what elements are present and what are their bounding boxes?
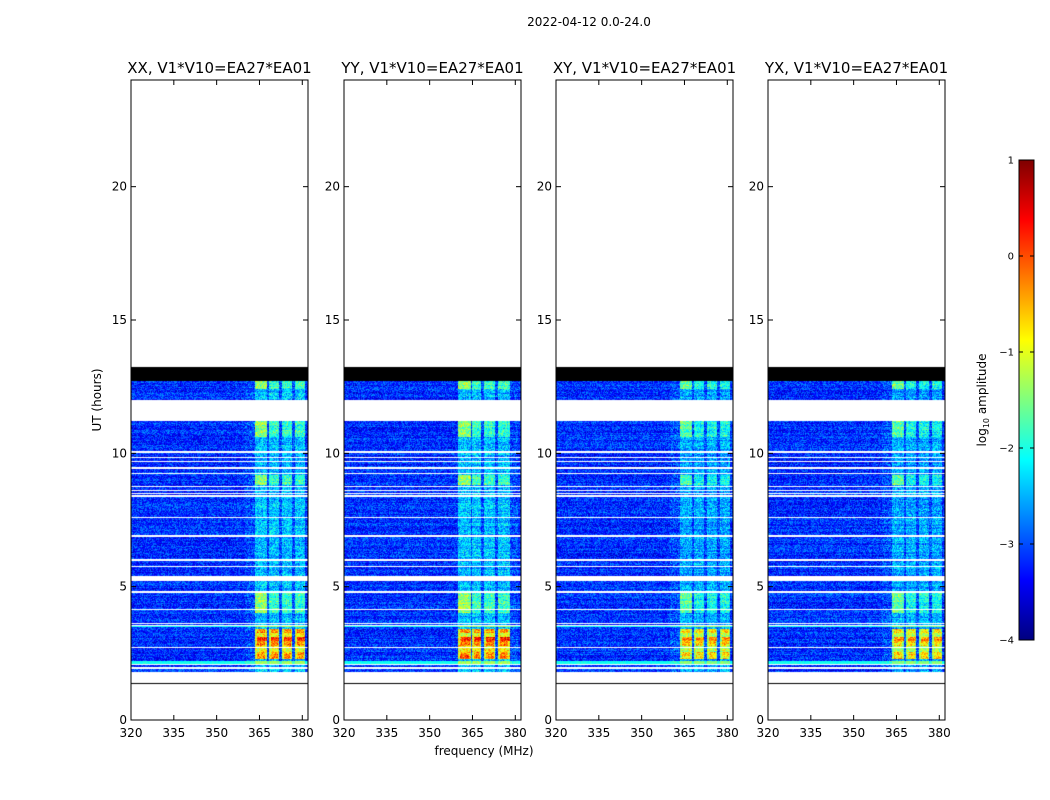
- y-tick-label: 5: [119, 580, 127, 594]
- y-tick-label: 0: [756, 713, 764, 727]
- colorbar-ticks: 1 0 −1 −2 −3 −4: [999, 156, 1034, 647]
- x-tick-label: 380: [504, 726, 527, 740]
- x-tick-label: 350: [630, 726, 653, 740]
- colorbar-tick-label: 0: [1008, 252, 1014, 263]
- panel-xx: XX, V1*V10=EA27*EA01 320 335 350 365 380 0 5 10 1…: [112, 59, 314, 740]
- panel-yy: YY, V1*V10=EA27*EA01 320 335 350 365 380 0 5 10 1…: [325, 59, 527, 740]
- y-tick-label: 20: [112, 180, 127, 194]
- panel-title: XX, V1*V10=EA27*EA01: [127, 59, 311, 77]
- x-tick-label: 380: [716, 726, 739, 740]
- panel-frame: [130, 79, 309, 721]
- x-tick-label: 380: [291, 726, 314, 740]
- x-tick-label: 365: [673, 726, 696, 740]
- x-axis-label: frequency (MHz): [434, 744, 533, 758]
- y-tick-label: 0: [119, 713, 127, 727]
- panel-xy: XY, V1*V10=EA27*EA01 320 335 350 365 380 0 5 10 1…: [537, 59, 739, 740]
- x-tick-label: 335: [587, 726, 610, 740]
- x-tick-label: 335: [799, 726, 822, 740]
- x-tick-label: 320: [757, 726, 780, 740]
- waterfall-yx: [768, 80, 945, 720]
- y-tick-label: 0: [544, 713, 552, 727]
- colorbar-tick-label: −2: [999, 444, 1014, 455]
- x-tick-label: 350: [418, 726, 441, 740]
- panel-frame: [767, 79, 946, 721]
- colorbar-tick-label: 1: [1008, 156, 1014, 167]
- y-tick-label: 20: [749, 180, 764, 194]
- x-tick-label: 365: [248, 726, 271, 740]
- panel-title: XY, V1*V10=EA27*EA01: [553, 59, 736, 77]
- colorbar-label-main: log: [975, 428, 989, 446]
- y-axis-label: UT (hours): [90, 368, 104, 431]
- colorbar-label-rest: amplitude: [975, 354, 989, 418]
- colorbar: log10 amplitude 10−1−2−3−4: [975, 156, 1035, 647]
- x-tick-label: 365: [885, 726, 908, 740]
- panel-frame: [343, 79, 522, 721]
- y-tick-label: 5: [544, 580, 552, 594]
- waterfall-xy: [556, 80, 733, 720]
- colorbar-tick-label: −1: [999, 348, 1014, 359]
- x-tick-label: 320: [333, 726, 356, 740]
- x-tick-label: 350: [842, 726, 865, 740]
- x-tick-label: 335: [162, 726, 185, 740]
- x-tick-label: 320: [545, 726, 568, 740]
- x-tick-label: 350: [205, 726, 228, 740]
- y-tick-label: 0: [332, 713, 340, 727]
- panel-title: YX, V1*V10=EA27*EA01: [764, 59, 948, 77]
- x-tick-label: 380: [928, 726, 951, 740]
- y-tick-label: 15: [325, 313, 340, 327]
- y-tick-label: 10: [112, 446, 127, 460]
- colorbar-gradient: [1019, 160, 1034, 640]
- y-tick-label: 5: [332, 580, 340, 594]
- panel-frame: [555, 79, 734, 721]
- colorbar-tick-label: −4: [999, 636, 1014, 647]
- panel-yx: YX, V1*V10=EA27*EA01 320 335 350 365 380 0 5 10 1…: [749, 59, 951, 740]
- colorbar-frame: [1018, 159, 1035, 641]
- y-tick-label: 10: [537, 446, 552, 460]
- y-tick-label: 20: [325, 180, 340, 194]
- x-tick-label: 335: [375, 726, 398, 740]
- colorbar-label-sub: 10: [982, 418, 991, 428]
- y-tick-label: 10: [749, 446, 764, 460]
- y-tick-label: 15: [112, 313, 127, 327]
- figure-suptitle: 2022-04-12 0.0-24.0: [527, 15, 651, 29]
- y-tick-label: 5: [756, 580, 764, 594]
- x-tick-label: 365: [461, 726, 484, 740]
- waterfall-xx: [131, 80, 308, 720]
- x-tick-label: 320: [120, 726, 143, 740]
- panels: XX, V1*V10=EA27*EA01 320 335 350 365 380 0 5 10 1…: [112, 59, 951, 740]
- panel-title: YY, V1*V10=EA27*EA01: [340, 59, 523, 77]
- y-tick-label: 20: [537, 180, 552, 194]
- waterfall-yy: [344, 80, 521, 720]
- y-tick-label: 10: [325, 446, 340, 460]
- colorbar-label: log10 amplitude: [975, 354, 991, 447]
- y-tick-label: 15: [537, 313, 552, 327]
- colorbar-tick-label: −3: [999, 540, 1014, 551]
- y-tick-label: 15: [749, 313, 764, 327]
